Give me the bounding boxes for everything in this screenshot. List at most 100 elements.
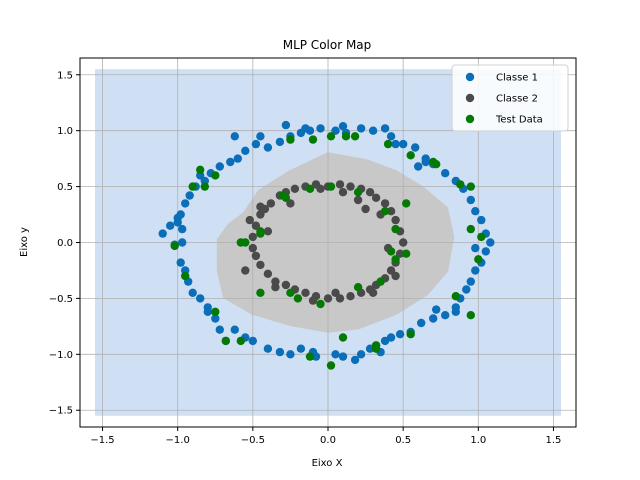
data-point [215,162,224,171]
data-point [211,314,220,323]
data-point [391,255,400,264]
x-tick-label: −0.5 [241,435,265,446]
data-point [236,238,245,247]
data-point [326,182,336,191]
data-point [477,232,486,242]
data-point [215,325,224,334]
data-point [296,344,306,353]
data-point [486,238,495,247]
data-point [481,247,490,256]
data-point [451,292,460,301]
data-point [196,294,205,303]
data-point [308,296,318,305]
data-point [263,269,273,278]
data-point [290,184,300,193]
y-tick-label: 1.0 [57,126,73,137]
data-point [178,238,187,247]
data-point [331,350,340,359]
data-point [395,249,405,258]
data-point [326,132,336,141]
data-point [346,292,355,301]
data-point [293,294,303,303]
data-point [305,184,315,193]
data-point [399,139,408,149]
data-point [386,247,396,256]
data-point [456,180,465,189]
data-point [474,255,483,264]
data-point [346,182,355,191]
x-tick-label: −1.0 [166,435,190,446]
data-point [316,184,325,193]
x-tick-label: 0.0 [320,435,336,446]
data-point [338,352,348,361]
data-point [466,182,475,191]
data-point [281,120,291,130]
x-tick-label: 1.5 [546,435,562,446]
data-point [432,305,441,314]
data-point [451,307,460,316]
data-point [263,227,273,236]
data-point [421,157,430,167]
data-point [391,271,400,281]
legend-label: Classe 2 [496,94,538,105]
data-point [368,288,378,297]
data-point [301,124,310,133]
data-point [211,171,220,180]
data-point [361,204,370,214]
y-tick-label: 1.5 [57,70,73,81]
data-point [326,361,336,370]
data-point [196,165,205,174]
data-point [411,143,420,152]
data-point [471,266,480,275]
data-point [263,143,273,152]
data-point [414,162,423,171]
data-point [256,202,265,211]
data-point [185,191,194,200]
data-point [271,283,280,292]
x-tick-label: −1.5 [90,435,114,446]
data-point [356,350,366,359]
data-point [248,336,257,346]
data-point [441,169,450,178]
data-point [331,288,340,297]
data-point [256,229,265,238]
data-point [230,132,239,141]
data-point [248,243,257,253]
data-point [230,325,239,334]
data-point [406,330,415,339]
data-point [236,336,245,346]
legend-label: Test Data [495,115,543,126]
data-point [477,215,486,225]
data-point [305,352,315,361]
x-axis-label: Eixo X [312,458,343,469]
chart-title: MLP Color Map [283,38,372,52]
data-point [371,341,381,350]
y-tick-label: −1.5 [49,406,73,417]
data-point [286,135,295,144]
data-point [466,224,475,234]
data-point [341,132,351,141]
data-point [402,199,411,208]
data-point [170,241,179,251]
data-point [176,210,185,219]
data-point [335,180,345,189]
data-point [471,243,480,253]
data-point [281,280,291,290]
data-point [241,146,250,155]
data-point [158,229,167,238]
data-point [391,224,400,234]
data-point [471,207,480,216]
data-point [286,199,295,208]
data-point [466,277,475,286]
data-point [399,238,408,247]
data-point [181,199,190,208]
legend: Classe 1 Classe 2 Test Data [451,64,569,132]
data-point [331,126,340,135]
data-point [466,195,475,205]
data-point [286,288,295,297]
data-point [395,330,405,339]
data-point [286,350,295,359]
data-point [181,271,190,281]
y-tick-label: −1.0 [49,350,73,361]
data-point [188,288,197,297]
